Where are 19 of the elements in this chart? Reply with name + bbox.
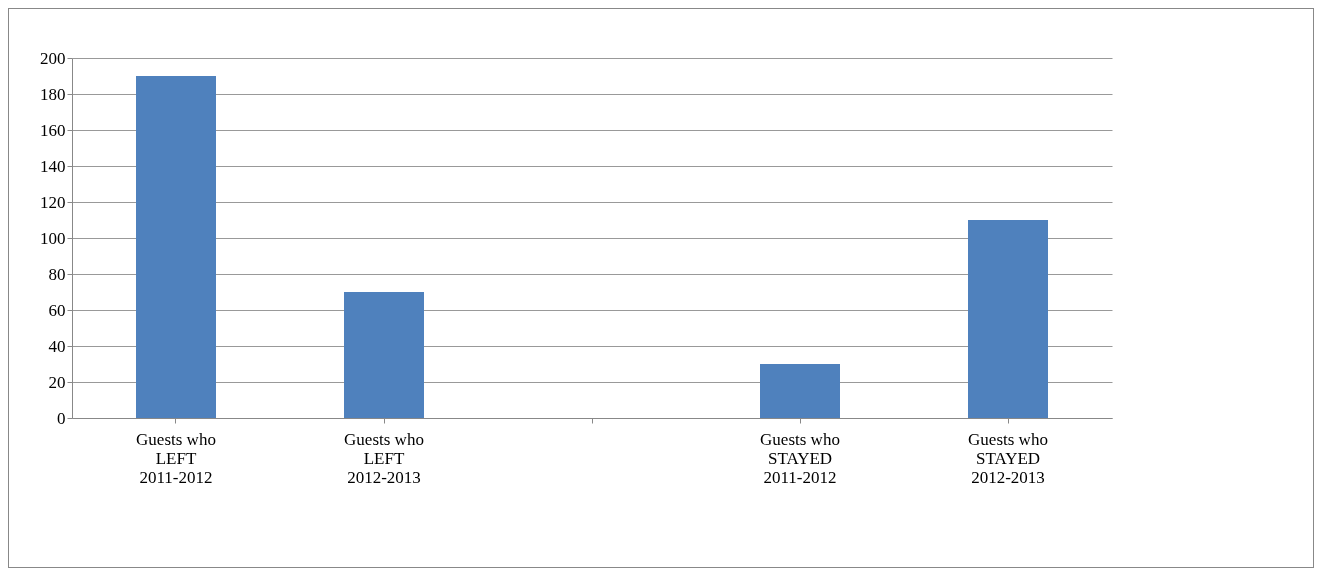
y-tick-label: 20	[48, 372, 66, 392]
y-tick-label: 140	[40, 156, 66, 176]
bar	[968, 220, 1048, 418]
y-tick-label: 160	[40, 120, 66, 140]
bar	[760, 364, 840, 418]
x-tick-label: Guests who STAYED 2012-2013	[968, 429, 1048, 487]
y-tick-label: 180	[40, 84, 66, 104]
bar	[136, 76, 216, 418]
y-tick-label: 80	[48, 264, 66, 284]
x-tick-label: Guests who LEFT 2011-2012	[136, 429, 216, 487]
y-tick-label: 100	[40, 228, 66, 248]
x-tick-label: Guests who STAYED 2011-2012	[760, 429, 840, 487]
y-tick-label: 40	[48, 336, 66, 356]
y-tick-label: 120	[40, 192, 66, 212]
bar	[344, 292, 424, 418]
y-tick-label: 200	[40, 48, 66, 68]
y-tick-label: 60	[48, 300, 66, 320]
x-tick-label: Guests who LEFT 2012-2013	[344, 429, 424, 487]
y-tick-label: 0	[57, 408, 66, 428]
